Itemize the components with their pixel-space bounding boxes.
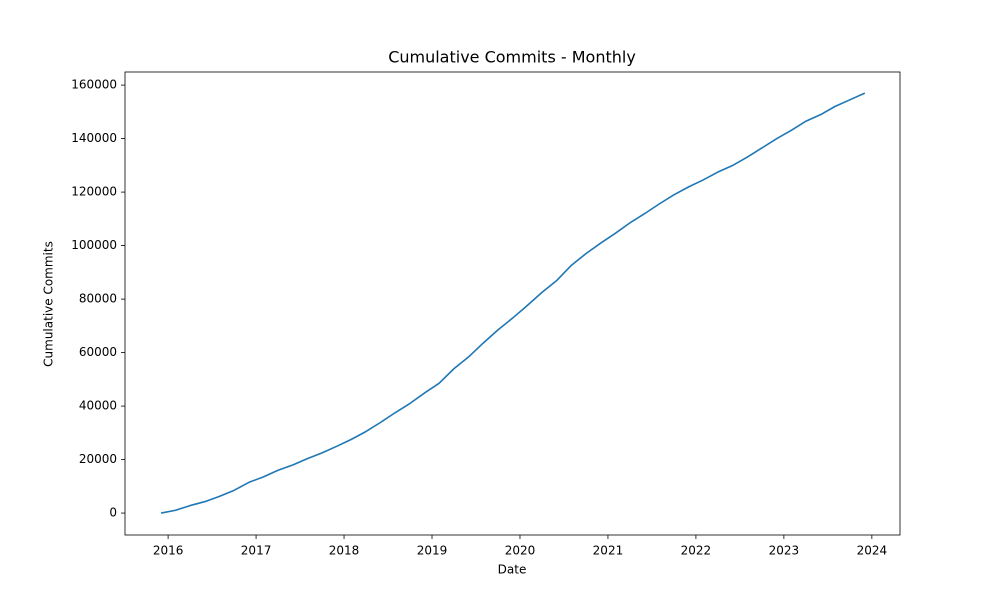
y-tick-label: 100000 (71, 238, 117, 252)
plot-frame (124, 71, 901, 536)
y-axis-label: Cumulative Commits (42, 241, 56, 367)
x-tick-label: 2020 (505, 544, 536, 558)
y-tick-label: 120000 (71, 185, 117, 199)
x-tick-label: 2019 (417, 544, 448, 558)
x-tick-label: 2023 (769, 544, 800, 558)
y-tick-label: 0 (109, 506, 117, 520)
y-tick-label: 40000 (79, 399, 117, 413)
x-tick-label: 2024 (857, 544, 888, 558)
x-tick-label: 2022 (681, 544, 712, 558)
x-tick-label: 2018 (329, 544, 360, 558)
data-line (160, 92, 866, 514)
y-tick-label: 60000 (79, 345, 117, 359)
x-tick-label: 2016 (153, 544, 184, 558)
x-axis-label: Date (498, 563, 527, 577)
x-tick-label: 2017 (241, 544, 272, 558)
y-tick-label: 20000 (79, 452, 117, 466)
x-tick-label: 2021 (593, 544, 624, 558)
y-tick-label: 140000 (71, 131, 117, 145)
y-tick-label: 160000 (71, 78, 117, 92)
y-tick-label: 80000 (79, 292, 117, 306)
chart-title: Cumulative Commits - Monthly (388, 48, 636, 67)
